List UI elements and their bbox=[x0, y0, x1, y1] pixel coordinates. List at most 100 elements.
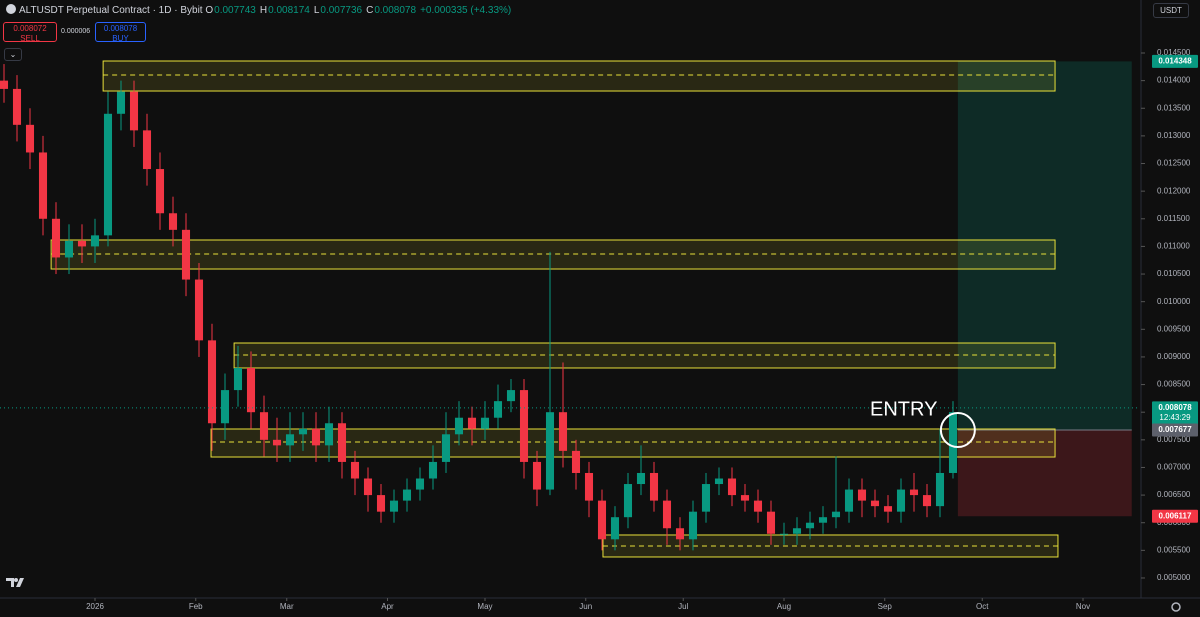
candle-body bbox=[272, 439, 282, 446]
ohlc-label: C bbox=[366, 5, 374, 16]
candle-body bbox=[909, 489, 919, 496]
candle-body bbox=[220, 390, 230, 424]
settings-icon[interactable] bbox=[1171, 602, 1181, 612]
symbol-icon bbox=[6, 4, 16, 14]
buy-price: 0.008078 bbox=[103, 24, 138, 33]
candle-body bbox=[506, 390, 516, 402]
y-tick-label: 0.007500 bbox=[1157, 435, 1191, 444]
y-tick-label: 0.006500 bbox=[1157, 490, 1191, 499]
candle-body bbox=[792, 528, 802, 534]
currency-button[interactable]: USDT bbox=[1153, 3, 1189, 18]
y-tick-label: 0.010500 bbox=[1157, 269, 1191, 278]
collapse-button[interactable]: ⌄ bbox=[4, 48, 22, 61]
ohlc-label: O bbox=[205, 5, 214, 16]
zone bbox=[210, 428, 1056, 458]
target-tag: 0.014348 bbox=[1158, 57, 1192, 66]
sell-button[interactable]: 0.008072 SELL bbox=[3, 22, 57, 43]
candle-body bbox=[155, 169, 165, 214]
candle-body bbox=[298, 428, 308, 435]
candle-body bbox=[285, 434, 295, 446]
candle-body bbox=[350, 461, 360, 479]
y-tick-label: 0.008500 bbox=[1157, 380, 1191, 389]
candle-body bbox=[870, 500, 880, 507]
candle-body bbox=[64, 240, 74, 258]
y-tick-label: 0.013500 bbox=[1157, 103, 1191, 112]
y-tick-label: 0.013000 bbox=[1157, 131, 1191, 140]
ohlc-value: 0.008078 bbox=[374, 5, 417, 16]
x-tick-label: Sep bbox=[878, 602, 893, 611]
candle-body bbox=[0, 80, 9, 89]
y-tick-label: 0.005000 bbox=[1157, 573, 1191, 582]
change: +0.000335 (+4.33%) bbox=[420, 5, 512, 16]
candle-body bbox=[376, 495, 386, 512]
candle-body bbox=[51, 218, 61, 258]
logo bbox=[6, 578, 24, 587]
candle-body bbox=[246, 367, 256, 413]
target-zone bbox=[957, 61, 1132, 431]
candle-body bbox=[90, 235, 100, 247]
candle-body bbox=[77, 240, 87, 247]
entry-tag-bg bbox=[1152, 423, 1198, 437]
candle-body bbox=[532, 461, 542, 490]
candle-body bbox=[142, 130, 152, 170]
entry-tag: 0.007677 bbox=[1158, 425, 1192, 434]
symbol-legend: ALTUSDT Perpetual Contract · 1D · Bybit … bbox=[6, 4, 515, 16]
candle-body bbox=[168, 213, 178, 230]
y-tick-label: 0.005500 bbox=[1157, 545, 1191, 554]
ohlc-value: 0.007743 bbox=[214, 5, 256, 16]
candle-body bbox=[519, 390, 529, 462]
ohlc-value: 0.007736 bbox=[320, 5, 363, 16]
countdown: 12:43:29 bbox=[1159, 413, 1191, 422]
buy-label: BUY bbox=[112, 34, 129, 43]
y-tick-label: 0.009000 bbox=[1157, 352, 1191, 361]
last-price-tag-bg bbox=[1152, 401, 1198, 426]
candle-body bbox=[415, 478, 425, 490]
candle-body bbox=[129, 91, 139, 131]
candle-body bbox=[688, 511, 698, 540]
ohlc-label: L bbox=[313, 5, 320, 16]
candle-body bbox=[922, 495, 932, 507]
x-tick-label: Jun bbox=[579, 602, 592, 611]
y-tick-label: 0.007000 bbox=[1157, 463, 1191, 472]
candle-body bbox=[714, 478, 724, 485]
candle-body bbox=[337, 423, 347, 462]
x-tick-label: May bbox=[477, 602, 492, 611]
buy-button[interactable]: 0.008078 BUY bbox=[95, 22, 146, 43]
candle-body bbox=[675, 528, 685, 540]
candle-body bbox=[649, 472, 659, 501]
candle-body bbox=[727, 478, 737, 496]
x-tick-label: 2026 bbox=[86, 602, 104, 611]
y-tick-label: 0.009500 bbox=[1157, 324, 1191, 333]
candle-body bbox=[701, 484, 711, 512]
candle-body bbox=[766, 511, 776, 534]
candle-body bbox=[740, 495, 750, 501]
axis-layer: 0.014500 0.014000 0.013500 0.013000 0.012500… bbox=[86, 48, 1191, 611]
candle-body bbox=[896, 489, 906, 512]
spread: 0.000006 bbox=[61, 28, 91, 35]
stop-tag-bg bbox=[1152, 509, 1198, 523]
candle-body bbox=[779, 533, 789, 535]
candle-body bbox=[324, 423, 334, 446]
x-tick-label: Aug bbox=[777, 602, 791, 611]
candle-body bbox=[480, 417, 490, 429]
candle-body bbox=[584, 472, 594, 501]
y-tick-label: 0.012500 bbox=[1157, 159, 1191, 168]
ohlc-values: O0.007743 H0.008174 L0.007736 C0.008078 bbox=[205, 5, 420, 16]
candle-body bbox=[623, 484, 633, 518]
candle-layer bbox=[0, 64, 958, 551]
zone bbox=[50, 239, 1056, 270]
target-tag-bg bbox=[1152, 54, 1198, 68]
candle-body bbox=[493, 401, 503, 418]
candle-body bbox=[454, 417, 464, 435]
y-tick-label: 0.012000 bbox=[1157, 186, 1191, 195]
candle-body bbox=[753, 500, 763, 512]
candle-body bbox=[116, 91, 126, 114]
candle-body bbox=[805, 522, 815, 529]
x-tick-label: Mar bbox=[280, 602, 294, 611]
entry-annotation: ENTRY bbox=[870, 398, 937, 420]
candle-body bbox=[363, 478, 373, 496]
logo-dot bbox=[14, 578, 18, 582]
